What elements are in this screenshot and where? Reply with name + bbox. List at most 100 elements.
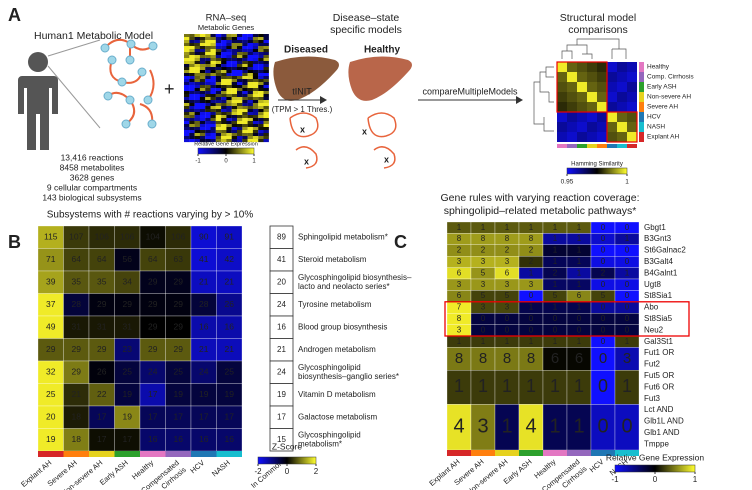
heatmap-cell [189,133,195,137]
cell-value: 16 [225,434,235,444]
heatmap-cell [189,79,195,83]
heatmap-cell [205,76,211,80]
heatmap-cell [252,118,259,122]
cell-value: 35 [97,277,107,287]
similarity-cell [577,92,587,102]
heatmap-cell [189,136,195,140]
heatmap-cell [258,91,264,95]
heatmap-cell [215,118,222,122]
heatmap-cell [215,40,222,44]
heatmap-cell [189,58,195,62]
heatmap-cell [237,91,243,95]
heatmap-cell [189,40,195,44]
cell-value: 1 [457,337,462,346]
heatmap-cell [189,112,195,116]
heatmap-cell [231,46,238,50]
heatmap-cell [194,58,200,62]
heatmap-cell [210,130,216,134]
heatmap-cell [258,94,264,98]
deletion-mark: x [300,124,305,134]
heatmap-cell [194,61,200,65]
column-color [567,450,591,456]
similarity-cell [587,132,597,142]
heatmap-cell [252,46,259,50]
heatmap-cell [231,124,238,128]
cell-value: 1 [505,337,510,346]
similarity-cell [557,112,567,122]
heatmap-cell [231,115,238,119]
colorbar-tick-label: -2 [254,467,262,476]
gene-label: Fut6 OR [644,382,674,391]
heatmap-cell [205,127,211,131]
heatmap-cell [231,100,238,104]
heatmap-cell [205,115,211,119]
heatmap-cell [194,40,200,44]
heatmap-cell [614,404,640,451]
colorbar-tick-label: 0 [653,475,658,484]
similarity-cell [567,122,577,132]
panel-title: sphingolipid–related metabolic pathways* [444,205,637,217]
similarity-cell [627,62,637,72]
heatmap-cell [199,103,206,107]
gene-label: Fut2 [644,360,661,369]
heatmap-cell [199,61,206,65]
heatmap-cell [194,85,200,89]
heatmap-cell [215,61,222,65]
similarity-cell [567,62,577,72]
heatmap-cell [226,49,232,53]
heatmap-cell [242,61,248,65]
heatmap-cell [210,73,216,77]
similarity-cell [557,62,567,72]
cell-value: 8 [503,350,511,367]
heatmap-cell [210,85,216,89]
heatmap-cell [221,97,227,101]
cell-value: 21 [199,344,209,354]
heatmap-cell [221,82,227,86]
heatmap-cell [226,139,232,143]
similarity-cell [557,92,567,102]
heatmap-cell [221,55,227,59]
heatmap-cell [221,109,227,113]
row-label: Sphingolipid metabolism* [298,232,388,241]
heatmap-cell [231,73,238,77]
cell-value: 106 [95,232,109,242]
heatmap-cell [189,55,195,59]
heatmap-cell [263,37,269,41]
comparison-label: HCV [647,114,661,121]
cell-value: 3 [481,280,486,289]
cell-value: 0 [601,314,606,323]
heatmap-cell [221,37,227,41]
heatmap-cell [247,58,253,62]
heatmap-cell [221,67,227,71]
heatmap-cell [226,61,232,65]
heatmap-cell [199,37,206,41]
heatmap-cell [210,118,216,122]
heatmap-cell [263,136,269,140]
cell-value: 3 [457,325,462,334]
heatmap-cell [189,124,195,128]
heatmap-cell [263,109,269,113]
heatmap-cell [194,70,200,74]
heatmap-cell [237,97,243,101]
heatmap-cell [263,127,269,131]
heatmap-cell [215,109,222,113]
heatmap-cell [252,85,259,89]
heatmap-cell [184,136,190,140]
heatmap-cell [221,127,227,131]
heatmap-cell [226,124,232,128]
model-stat: 13,416 reactions [61,152,124,162]
heatmap-cell [189,64,195,68]
cell-value: 0 [597,415,608,437]
cell-value: 3 [529,280,534,289]
heatmap-cell [247,76,253,80]
model-label: Healthy [364,45,401,56]
heatmap-cell [184,115,190,119]
cell-value: 0 [529,314,534,323]
heatmap-cell [263,85,269,89]
heatmap-cell [252,73,259,77]
cell-value: 16 [199,322,209,332]
cell-value: 0 [601,246,606,255]
heatmap-cell [252,70,259,74]
heatmap-cell [263,97,269,101]
cell-value: 0 [621,415,632,437]
